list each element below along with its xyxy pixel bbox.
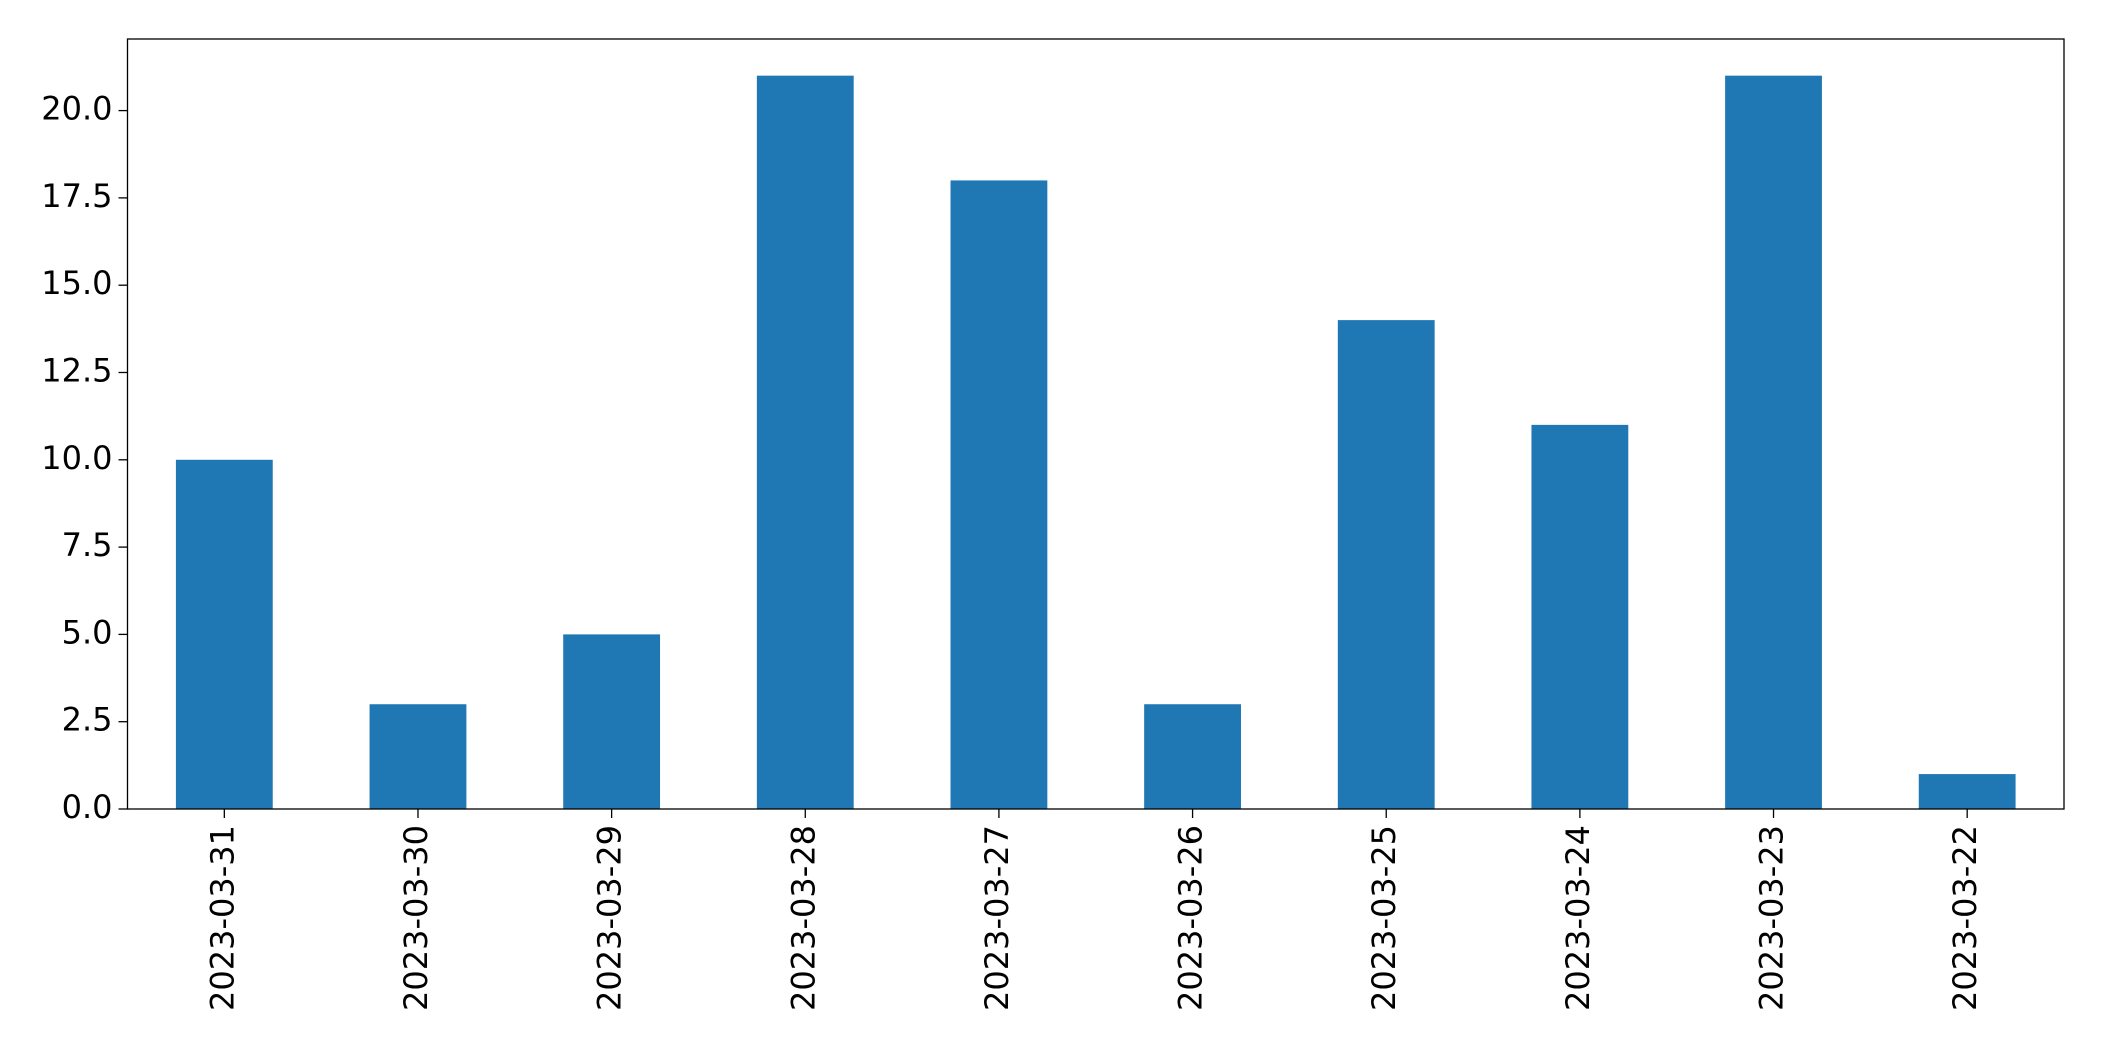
- x-tick-label: 2023-03-27: [978, 825, 1016, 1011]
- x-tick-label: 2023-03-23: [1753, 825, 1791, 1011]
- x-tick-label: 2023-03-28: [784, 825, 822, 1011]
- y-tick-label: 20.0: [41, 90, 112, 128]
- x-tick-label: 2023-03-30: [397, 825, 435, 1011]
- x-tick-label: 2023-03-24: [1559, 825, 1597, 1011]
- y-tick-label: 5.0: [62, 613, 113, 651]
- x-tick-label: 2023-03-26: [1172, 825, 1210, 1011]
- bar: [756, 75, 854, 809]
- bar: [1918, 774, 2016, 809]
- plot-frame: [126, 38, 2065, 810]
- y-tick-label: 7.5: [62, 526, 113, 564]
- x-tick-label: 2023-03-29: [591, 825, 629, 1011]
- bar: [1531, 424, 1629, 809]
- y-tick-label: 17.5: [41, 177, 112, 215]
- x-tick-label: 2023-03-25: [1365, 825, 1403, 1011]
- y-tick-label: 15.0: [41, 264, 112, 302]
- y-tick-label: 0.0: [62, 788, 113, 826]
- y-tick-label: 10.0: [41, 439, 112, 477]
- bar: [950, 180, 1048, 809]
- bar: [1144, 704, 1241, 809]
- x-tick-label: 2023-03-31: [203, 825, 241, 1011]
- y-tick-label: 12.5: [41, 351, 112, 389]
- bar: [175, 459, 273, 809]
- bar: [1725, 75, 1822, 809]
- x-tick-label: 2023-03-22: [1946, 825, 1984, 1011]
- bar: [369, 704, 467, 809]
- bar: [563, 634, 661, 809]
- bar: [1337, 320, 1435, 809]
- y-tick-label: 2.5: [62, 701, 113, 739]
